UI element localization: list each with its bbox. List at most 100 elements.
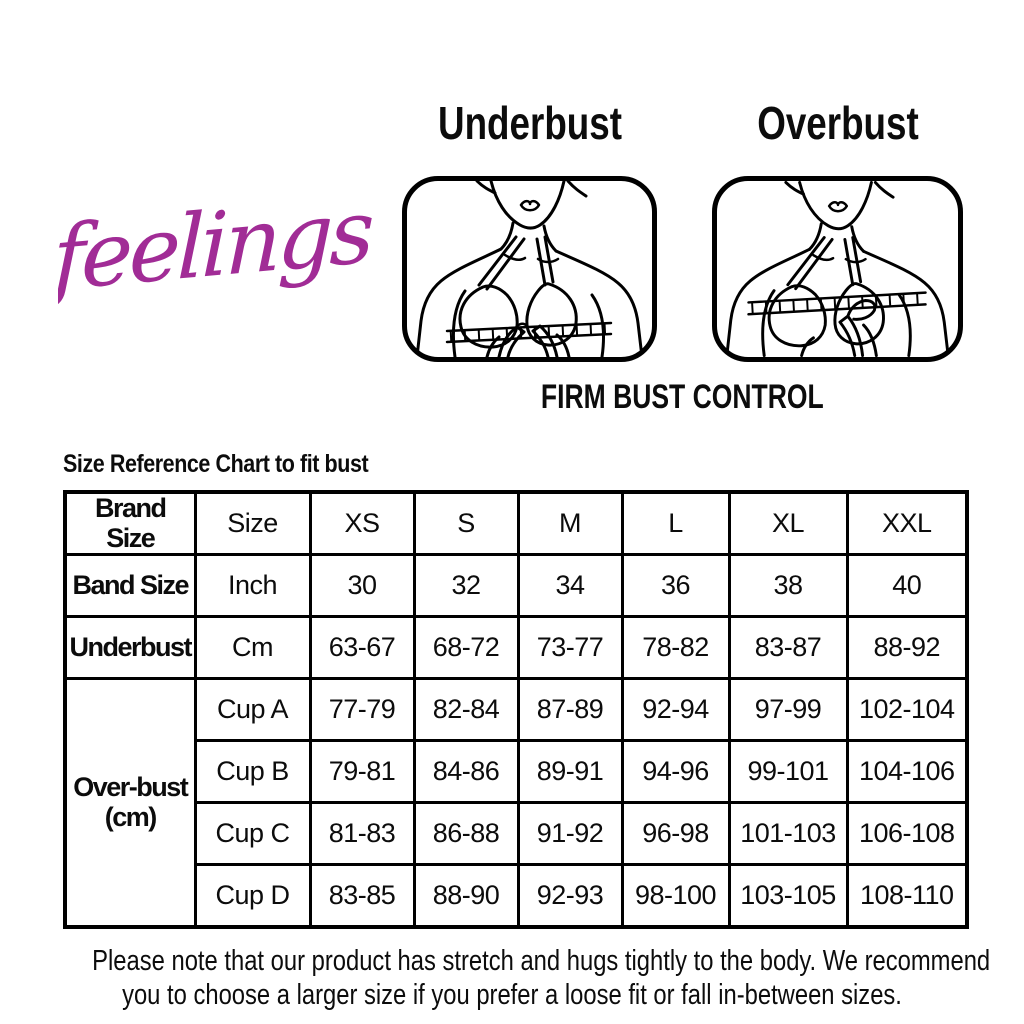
size-cell: 36 bbox=[620, 553, 731, 619]
figure-hair-left bbox=[475, 181, 497, 195]
size-cell: L bbox=[620, 490, 731, 557]
row-unit-cup-d: Cup D bbox=[193, 863, 312, 929]
figure-shoulder-left bbox=[725, 247, 811, 357]
size-cell: 79-81 bbox=[308, 739, 416, 805]
figure-shoulder-right bbox=[862, 249, 950, 357]
figure-neck-right bbox=[850, 225, 866, 253]
row-unit-cm: Cm bbox=[193, 615, 312, 681]
size-cell: 84-86 bbox=[412, 739, 520, 805]
size-cell: 40 bbox=[845, 553, 969, 619]
overbust-heading-text: Overbust bbox=[756, 97, 919, 149]
size-cell: XXL bbox=[845, 490, 969, 557]
figure-jaw bbox=[489, 181, 566, 230]
size-cell: 86-88 bbox=[412, 801, 520, 867]
table-row-cup-d: Cup D 83-85 88-90 92-93 98-100 103-105 1… bbox=[65, 863, 969, 929]
figure-cup-left bbox=[458, 284, 519, 349]
size-cell: 88-90 bbox=[412, 863, 520, 929]
size-cell: S bbox=[412, 490, 520, 557]
underbust-illustration-box bbox=[402, 176, 657, 362]
figure-hand-left bbox=[485, 325, 526, 357]
size-cell: 83-85 bbox=[308, 863, 416, 929]
size-chart-title: Size Reference Chart to fit bust bbox=[63, 450, 418, 479]
figure-hand-right-finger bbox=[838, 314, 865, 357]
table-row-cup-b: Cup B 79-81 84-86 89-91 94-96 99-101 104… bbox=[65, 739, 969, 805]
size-cell: 38 bbox=[727, 553, 849, 619]
table-row-cup-c: Cup C 81-83 86-88 91-92 96-98 101-103 10… bbox=[65, 801, 969, 867]
size-reference-table: Brand Size Size XS S M L XL XXL Band Siz… bbox=[63, 490, 969, 929]
firm-bust-control-text: FIRM BUST CONTROL bbox=[541, 378, 824, 416]
size-cell: 88-92 bbox=[845, 615, 969, 681]
size-cell: 87-89 bbox=[516, 677, 624, 743]
row-unit-cup-a: Cup A bbox=[193, 677, 312, 743]
fit-note-line1: Please note that our product has stretch… bbox=[92, 945, 991, 977]
row-label-brand-size: Brand Size bbox=[63, 490, 197, 557]
size-cell: 32 bbox=[412, 553, 520, 619]
size-cell: 78-82 bbox=[620, 615, 731, 681]
figure-hair-right bbox=[873, 181, 895, 199]
size-cell: 97-99 bbox=[727, 677, 849, 743]
fit-note-line2: you to choose a larger size if you prefe… bbox=[122, 979, 902, 1011]
figure-strap-right bbox=[535, 235, 555, 287]
size-cell: 106-108 bbox=[845, 801, 969, 867]
figure-collarbone-left bbox=[812, 253, 835, 262]
table-row-cup-a: Over-bust (cm) Cup A 77-79 82-84 87-89 9… bbox=[63, 677, 969, 929]
size-cell: 92-93 bbox=[516, 863, 624, 929]
size-cell: 103-105 bbox=[727, 863, 849, 929]
size-cell: XS bbox=[308, 490, 416, 557]
underbust-heading-text: Underbust bbox=[437, 97, 622, 149]
table-row-underbust: Underbust Cm 63-67 68-72 73-77 78-82 83-… bbox=[63, 615, 969, 681]
size-cell: 68-72 bbox=[412, 615, 520, 681]
firm-bust-control-caption: FIRM BUST CONTROL bbox=[402, 378, 963, 417]
size-cell: 91-92 bbox=[516, 801, 624, 867]
row-unit-size: Size bbox=[193, 490, 312, 557]
size-cell: 63-67 bbox=[308, 615, 416, 681]
size-cell: 101-103 bbox=[727, 801, 849, 867]
size-cell: 82-84 bbox=[412, 677, 520, 743]
size-cell: 30 bbox=[308, 553, 416, 619]
fit-note: Please note that our product has stretch… bbox=[0, 944, 1024, 1012]
row-unit-inch: Inch bbox=[193, 553, 312, 619]
size-cell: 99-101 bbox=[727, 739, 849, 805]
size-cell: 96-98 bbox=[620, 801, 731, 867]
size-cell: M bbox=[516, 490, 624, 557]
figure-arm-right-inner bbox=[897, 293, 912, 357]
size-cell: 102-104 bbox=[845, 677, 969, 743]
underbust-heading: Underbust bbox=[402, 96, 657, 149]
table-row-brand-size: Brand Size Size XS S M L XL XXL bbox=[63, 490, 969, 557]
size-cell: 83-87 bbox=[727, 615, 849, 681]
size-cell: 73-77 bbox=[516, 615, 624, 681]
figure-arm-left-inner bbox=[761, 289, 776, 357]
size-chart-title-text: Size Reference Chart to fit bust bbox=[63, 450, 369, 478]
figure-shoulder-right bbox=[554, 249, 644, 357]
figure-collarbone-left bbox=[503, 253, 527, 261]
figure-hand-right bbox=[531, 324, 571, 357]
figure-hair-left bbox=[784, 181, 806, 196]
size-cell: 34 bbox=[516, 553, 624, 619]
brand-logo: feelings bbox=[58, 179, 373, 311]
figure-neck-right bbox=[542, 224, 558, 253]
brand-logo-text: feelings bbox=[58, 179, 373, 311]
size-cell: 81-83 bbox=[308, 801, 416, 867]
figure-hand-right-outer bbox=[862, 323, 878, 357]
figure-neck-left bbox=[807, 222, 823, 251]
overbust-illustration-box bbox=[712, 176, 963, 362]
row-label-overbust-cm: Over-bust (cm) bbox=[63, 677, 197, 929]
figure-hand-right-pinch bbox=[846, 299, 877, 321]
size-cell: 104-106 bbox=[845, 739, 969, 805]
overbust-measurement-illustration bbox=[725, 181, 950, 357]
size-cell: XL bbox=[727, 490, 849, 557]
figure-shoulder-left bbox=[415, 247, 503, 357]
measuring-tape-overbust bbox=[747, 291, 927, 316]
size-cell: 77-79 bbox=[308, 677, 416, 743]
figure-lips bbox=[519, 199, 541, 212]
size-cell: 94-96 bbox=[620, 739, 731, 805]
row-label-underbust: Underbust bbox=[63, 615, 197, 681]
size-cell: 98-100 bbox=[620, 863, 731, 929]
figure-strap-left bbox=[786, 236, 834, 291]
overbust-heading: Overbust bbox=[712, 96, 963, 149]
row-unit-cup-c: Cup C bbox=[193, 801, 312, 867]
size-cell: 89-91 bbox=[516, 739, 624, 805]
figure-arm-right-inner bbox=[590, 293, 606, 357]
table-row-band-size: Band Size Inch 30 32 34 36 38 40 bbox=[63, 553, 969, 619]
